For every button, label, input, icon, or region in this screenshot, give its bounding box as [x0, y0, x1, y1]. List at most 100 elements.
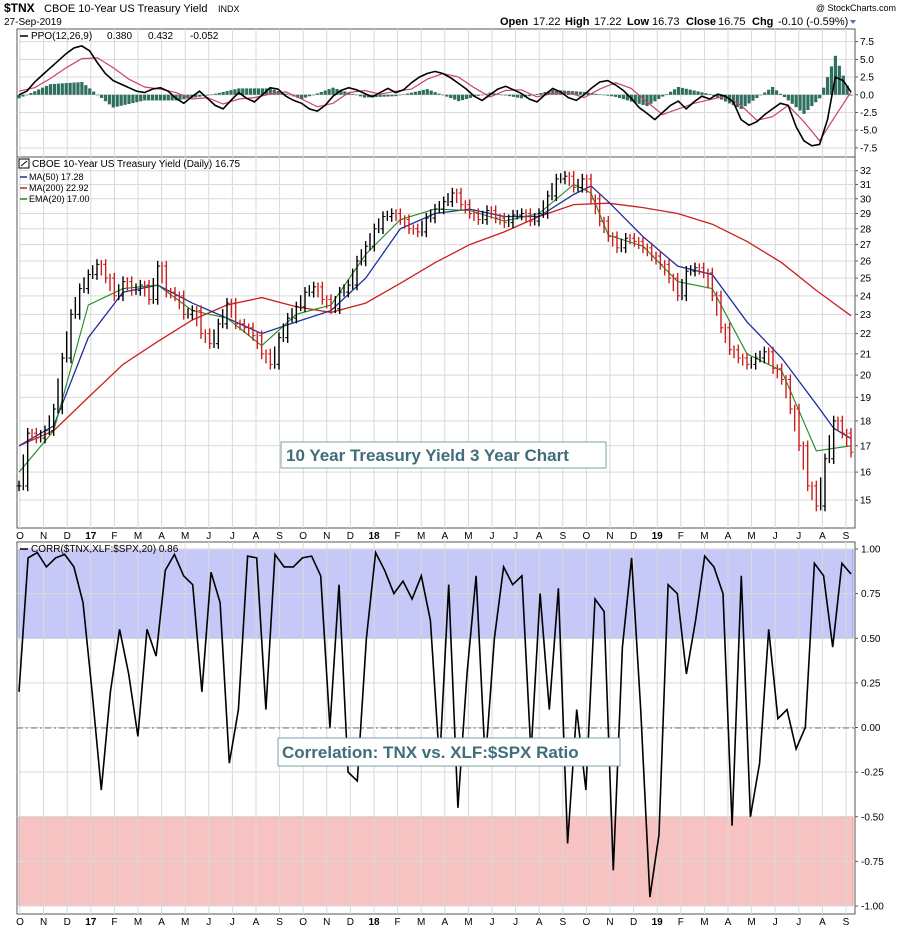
- x-axis-bottom: O N D 17 F M A M J J A S O N D 18 F M A M J J A S O N D 19 F M A M J J A S: [16, 917, 850, 928]
- price-bar: [389, 208, 395, 222]
- price-y-tick-label: 21: [860, 349, 872, 360]
- x-tick-label: S: [843, 917, 850, 928]
- price-annotation-text: 10 Year Treasury Yield 3 Year Chart: [286, 446, 569, 465]
- ppo-histogram-bar: [327, 89, 331, 95]
- x-tick-label: M: [181, 531, 189, 542]
- chevron-down-icon[interactable]: [850, 20, 856, 24]
- ppo-histogram-bar: [147, 94, 151, 101]
- ppo-histogram-bar: [92, 91, 96, 95]
- price-bar: [111, 272, 117, 302]
- ppo-value-2: 0.432: [148, 31, 173, 42]
- price-bar: [259, 330, 265, 360]
- price-bar: [649, 242, 655, 262]
- x-tick-label: A: [725, 531, 732, 542]
- ppo-histogram-bar: [665, 94, 669, 95]
- ppo-histogram-bar: [802, 94, 806, 114]
- price-bar: [839, 415, 845, 439]
- ppo-histogram-bar: [331, 87, 335, 95]
- x-tick-label: 19: [652, 531, 664, 542]
- ppo-histogram-bar: [194, 94, 198, 98]
- price-legend-title: CBOE 10-Year US Treasury Yield (Daily) 1…: [32, 159, 240, 170]
- ppo-histogram-bar: [837, 65, 841, 95]
- ppo-histogram-bar: [492, 93, 496, 95]
- price-bar: [406, 214, 412, 235]
- ppo-histogram-bar: [649, 94, 653, 104]
- price-bar: [33, 427, 39, 444]
- ppo-histogram-bar: [653, 94, 657, 102]
- x-tick-label: M: [464, 531, 472, 542]
- ppo-histogram-bar: [657, 94, 661, 99]
- x-tick-label: M: [747, 531, 755, 542]
- x-tick-label: 18: [368, 531, 380, 542]
- low-value: 16.73: [652, 16, 680, 28]
- x-tick-label: 19: [652, 917, 664, 928]
- ppo-histogram-bar: [594, 93, 598, 95]
- ppo-histogram-bar: [778, 93, 783, 95]
- price-bar: [207, 328, 213, 349]
- price-bar: [189, 305, 195, 320]
- ppo-histogram-bar: [771, 86, 775, 95]
- x-tick-label: O: [299, 531, 307, 542]
- x-tick-label: J: [513, 531, 518, 542]
- ppo-histogram-bar: [127, 94, 131, 104]
- corr-y-tick-label: 0.75: [861, 589, 881, 600]
- x-tick-label: M: [417, 531, 425, 542]
- ma50-legend: MA(50) 17.28: [29, 172, 84, 182]
- ppo-histogram-bar: [598, 94, 602, 95]
- ppo-y-tick-label: 0.0: [860, 90, 874, 101]
- price-bar: [181, 290, 187, 320]
- ppo-histogram-bar: [617, 94, 622, 99]
- price-bar: [371, 223, 377, 252]
- price-bar: [467, 199, 473, 219]
- ppo-histogram-bar: [508, 94, 512, 97]
- ppo-histogram-bar: [366, 94, 370, 98]
- ppo-histogram-bar: [668, 91, 673, 95]
- x-tick-label: S: [559, 917, 566, 928]
- price-bar: [380, 211, 386, 235]
- ppo-histogram-bar: [829, 66, 834, 95]
- ppo-histogram-bar: [374, 94, 378, 98]
- x-tick-label: J: [490, 917, 495, 928]
- x-tick-label: S: [276, 531, 283, 542]
- price-y-tick-label: 29: [860, 209, 872, 220]
- price-bar: [510, 209, 516, 228]
- ppo-histogram-bar: [56, 83, 60, 95]
- x-tick-label: S: [843, 531, 850, 542]
- price-bar: [727, 322, 733, 356]
- ppo-histogram-bar: [445, 94, 449, 97]
- ppo-histogram-bar: [672, 89, 677, 95]
- ppo-histogram-bar: [453, 94, 457, 100]
- ppo-histogram-bar: [41, 87, 45, 95]
- ppo-histogram-bar: [272, 89, 276, 95]
- x-tick-label: 17: [85, 531, 97, 542]
- ppo-histogram-bar: [543, 91, 547, 95]
- ppo-histogram-bar: [774, 90, 779, 95]
- corr-y-tick-label: -0.25: [861, 768, 884, 779]
- ppo-histogram-bar: [119, 94, 123, 106]
- x-tick-label: A: [253, 531, 260, 542]
- price-y-tick-label: 27: [860, 240, 872, 251]
- symbol: $TNX: [4, 1, 35, 15]
- price-panel-frame: [16, 156, 856, 529]
- price-y-tick-label: 32: [860, 166, 872, 177]
- price-bar: [302, 287, 308, 313]
- x-tick-label: D: [630, 917, 637, 928]
- ppo-histogram-bar: [825, 77, 830, 95]
- price-bar: [354, 255, 360, 291]
- price-y-tick-label: 22: [860, 329, 872, 340]
- ppo-y-tick-label: 2.5: [860, 73, 874, 84]
- price-bar: [345, 279, 351, 298]
- chg-value: -0.10 (-0.59%): [778, 16, 848, 28]
- ppo-value-3: -0.052: [190, 31, 219, 42]
- price-bar: [285, 312, 291, 343]
- ppo-histogram-bar: [633, 94, 637, 103]
- ppo-histogram-bar: [76, 82, 80, 95]
- x-tick-label: N: [606, 917, 613, 928]
- ppo-histogram-bar: [767, 89, 771, 95]
- ppo-histogram-bar: [586, 92, 590, 95]
- x-tick-label: A: [441, 531, 448, 542]
- corr-y-tick-label: -1.00: [861, 902, 884, 913]
- exchange: INDX: [218, 4, 240, 14]
- price-bar: [103, 259, 109, 284]
